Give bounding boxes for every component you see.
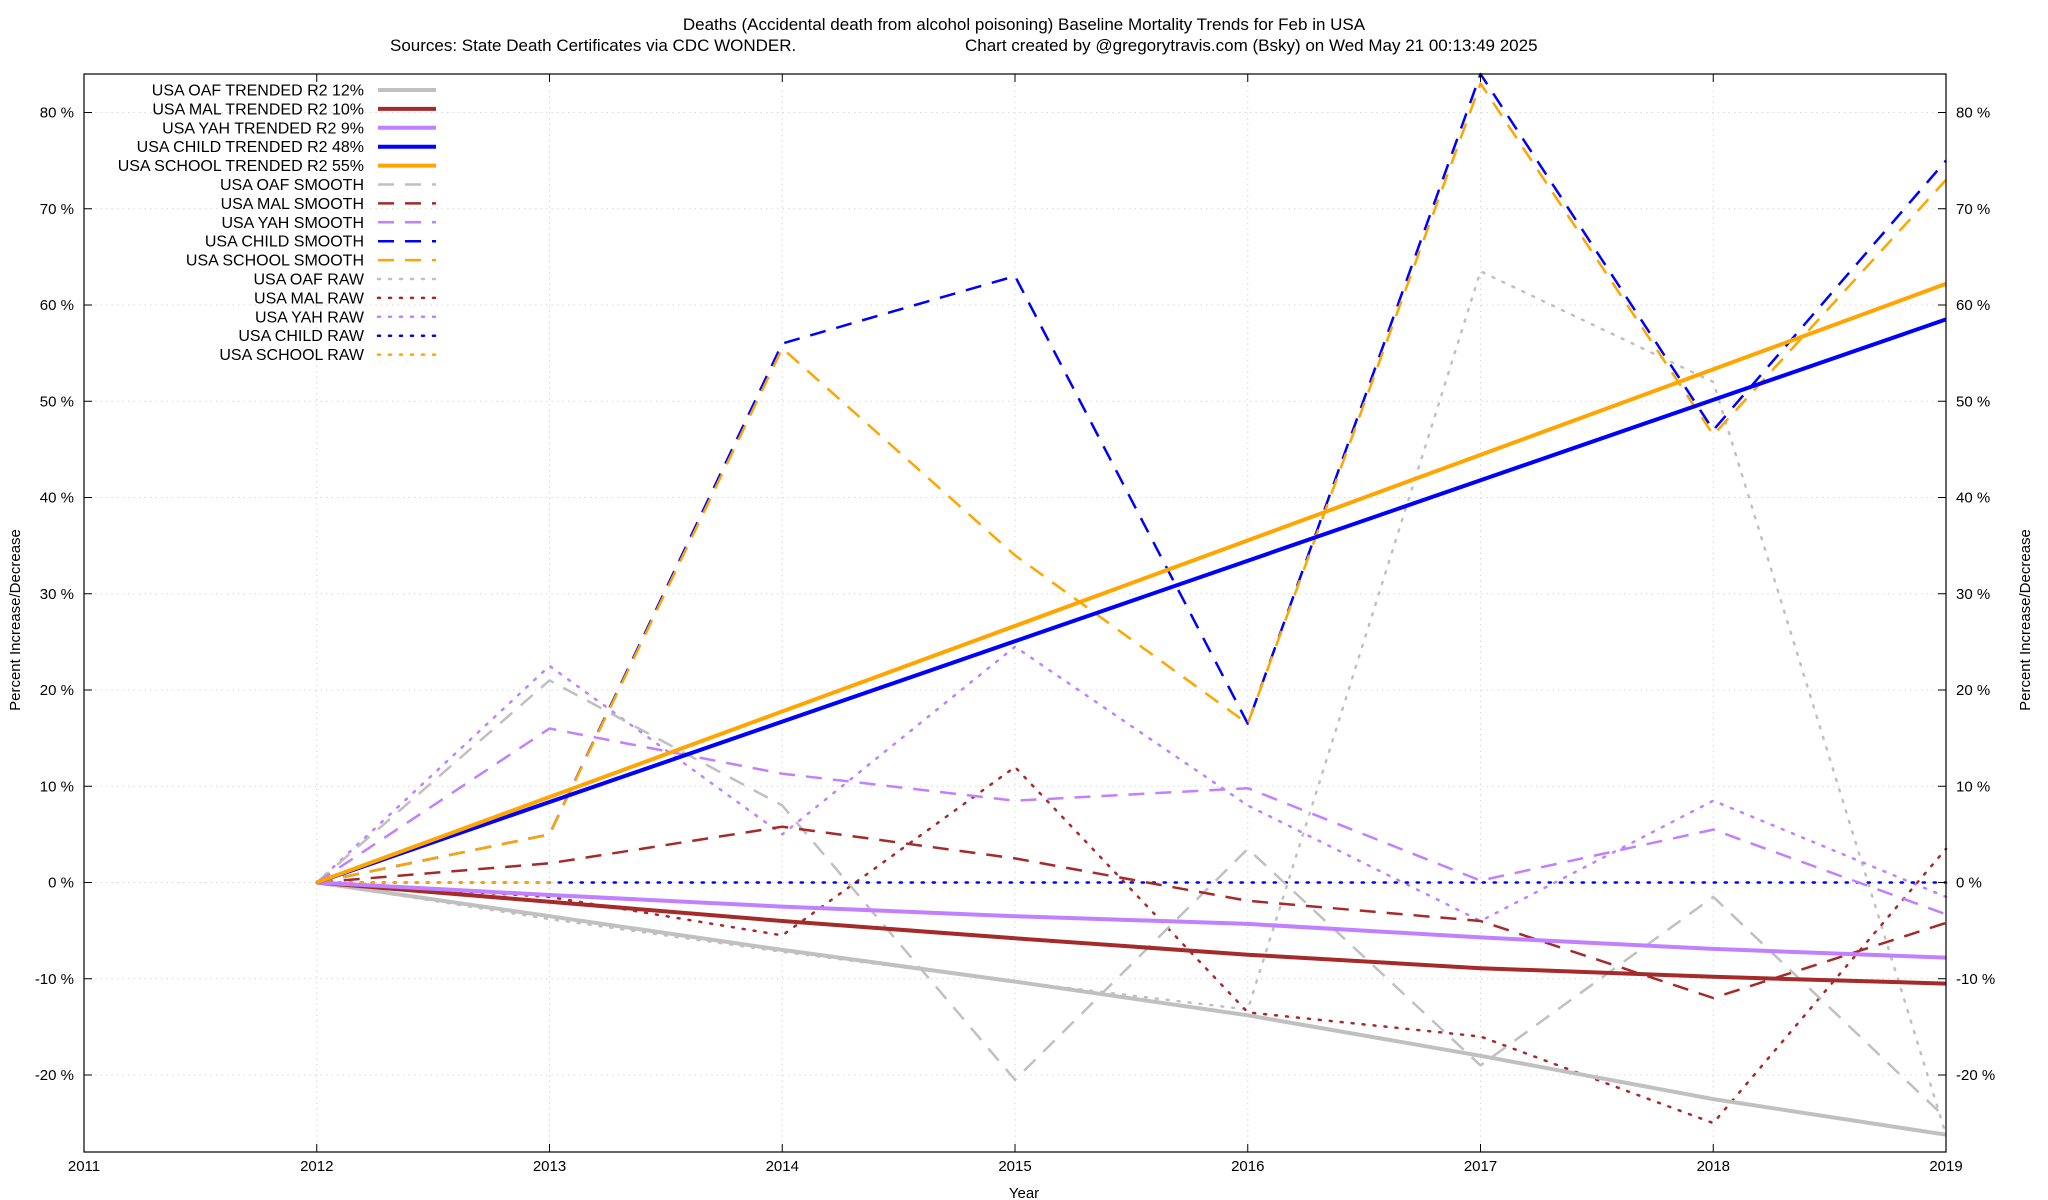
legend-label: USA OAF SMOOTH <box>220 177 364 194</box>
x-axis-label: Year <box>1009 1185 1039 1200</box>
y-tick-label-right: -10 % <box>1956 971 1995 988</box>
series-line-usa-oaf-smooth <box>315 679 1947 1120</box>
x-tick-label: 2013 <box>533 1158 566 1175</box>
x-tick-label: 2017 <box>1464 1158 1497 1175</box>
legend-label: USA SCHOOL TRENDED R2 55% <box>118 158 364 175</box>
y-tick-label-right: 20 % <box>1956 682 1990 699</box>
grid <box>83 74 1947 1152</box>
y-tick-label-left: 40 % <box>40 490 74 507</box>
legend-label: USA YAH SMOOTH <box>221 215 364 232</box>
y-tick-label-left: 60 % <box>40 297 74 314</box>
series-line-usa-yah-smooth <box>316 727 1947 916</box>
y-tick-label-right: 80 % <box>1956 105 1990 122</box>
y-tick-label-right: 60 % <box>1956 297 1990 314</box>
y-tick-label-right: 70 % <box>1956 201 1990 218</box>
legend-label: USA OAF TRENDED R2 12% <box>152 83 364 100</box>
legend-label: USA CHILD RAW <box>238 328 365 345</box>
legend-label: USA MAL TRENDED R2 10% <box>152 101 364 118</box>
y-tick-label-right: -20 % <box>1956 1067 1995 1084</box>
y-tick-label-right: 50 % <box>1956 393 1990 410</box>
y-axis-label-left: Percent Increase/Decrease <box>7 529 24 711</box>
y-tick-label-right: 40 % <box>1956 490 1990 507</box>
y-tick-label-right: 10 % <box>1956 778 1990 795</box>
legend-label: USA MAL RAW <box>254 290 365 307</box>
series-line-usa-school-trended-r2-55 <box>316 281 1947 885</box>
x-tick-label: 2011 <box>68 1158 100 1175</box>
legend-label: USA CHILD SMOOTH <box>205 234 364 251</box>
axis-ticks: 2011 2012 2013 2014 2015 2016 2017 2018 2019 -20 … <box>35 74 1995 1175</box>
chart-subtitle-credit: Chart created by @gregorytravis.com (Bsk… <box>965 36 1538 55</box>
y-tick-label-left: 10 % <box>40 778 74 795</box>
y-tick-label-left: 50 % <box>40 393 74 410</box>
y-tick-label-left: 30 % <box>40 586 74 603</box>
x-tick-label: 2019 <box>1929 1158 1962 1175</box>
legend-label: USA SCHOOL RAW <box>219 347 365 364</box>
series-line-usa-school-smooth <box>316 82 1947 884</box>
x-tick-label: 2016 <box>1231 1158 1264 1175</box>
y-tick-label-right: 30 % <box>1956 586 1990 603</box>
y-tick-label-right: 0 % <box>1956 875 1982 892</box>
y-tick-label-left: 0 % <box>48 875 74 892</box>
legend-label: USA YAH RAW <box>255 309 365 326</box>
series-line-usa-mal-raw <box>315 765 1948 1125</box>
y-tick-label-left: -10 % <box>35 971 74 988</box>
series-line-usa-mal-smooth <box>316 825 1947 1000</box>
legend-label: USA SCHOOL SMOOTH <box>186 253 364 270</box>
series-layer <box>315 72 1948 1137</box>
legend-label: USA CHILD TRENDED R2 48% <box>137 139 364 156</box>
series-line-usa-oaf-raw <box>315 270 1948 1136</box>
chart-title: Deaths (Accidental death from alcohol po… <box>683 15 1366 34</box>
y-tick-label-left: 20 % <box>40 682 74 699</box>
series-line-usa-yah-trended-r2-9 <box>316 880 1947 960</box>
chart-subtitle-source: Sources: State Death Certificates via CD… <box>390 36 796 55</box>
legend: USA OAF TRENDED R2 12%USA MAL TRENDED R2… <box>118 83 438 364</box>
x-tick-label: 2012 <box>300 1158 333 1175</box>
y-tick-label-left: 70 % <box>40 201 74 218</box>
y-tick-label-left: 80 % <box>40 105 74 122</box>
x-tick-label: 2014 <box>766 1158 799 1175</box>
series-line-usa-mal-trended-r2-10 <box>316 880 1947 986</box>
y-axis-label-right: Percent Increase/Decrease <box>2017 529 2034 711</box>
x-tick-label: 2018 <box>1697 1158 1730 1175</box>
legend-label: USA OAF RAW <box>253 272 364 289</box>
legend-label: USA MAL SMOOTH <box>221 196 364 213</box>
x-tick-label: 2015 <box>998 1158 1031 1175</box>
series-line-usa-oaf-trended-r2-12 <box>316 880 1947 1137</box>
y-tick-label-left: -20 % <box>35 1067 74 1084</box>
legend-label: USA YAH TRENDED R2 9% <box>162 120 364 137</box>
series-line-usa-child-trended-r2-48 <box>316 317 1947 885</box>
series-line-usa-yah-raw <box>315 645 1948 923</box>
